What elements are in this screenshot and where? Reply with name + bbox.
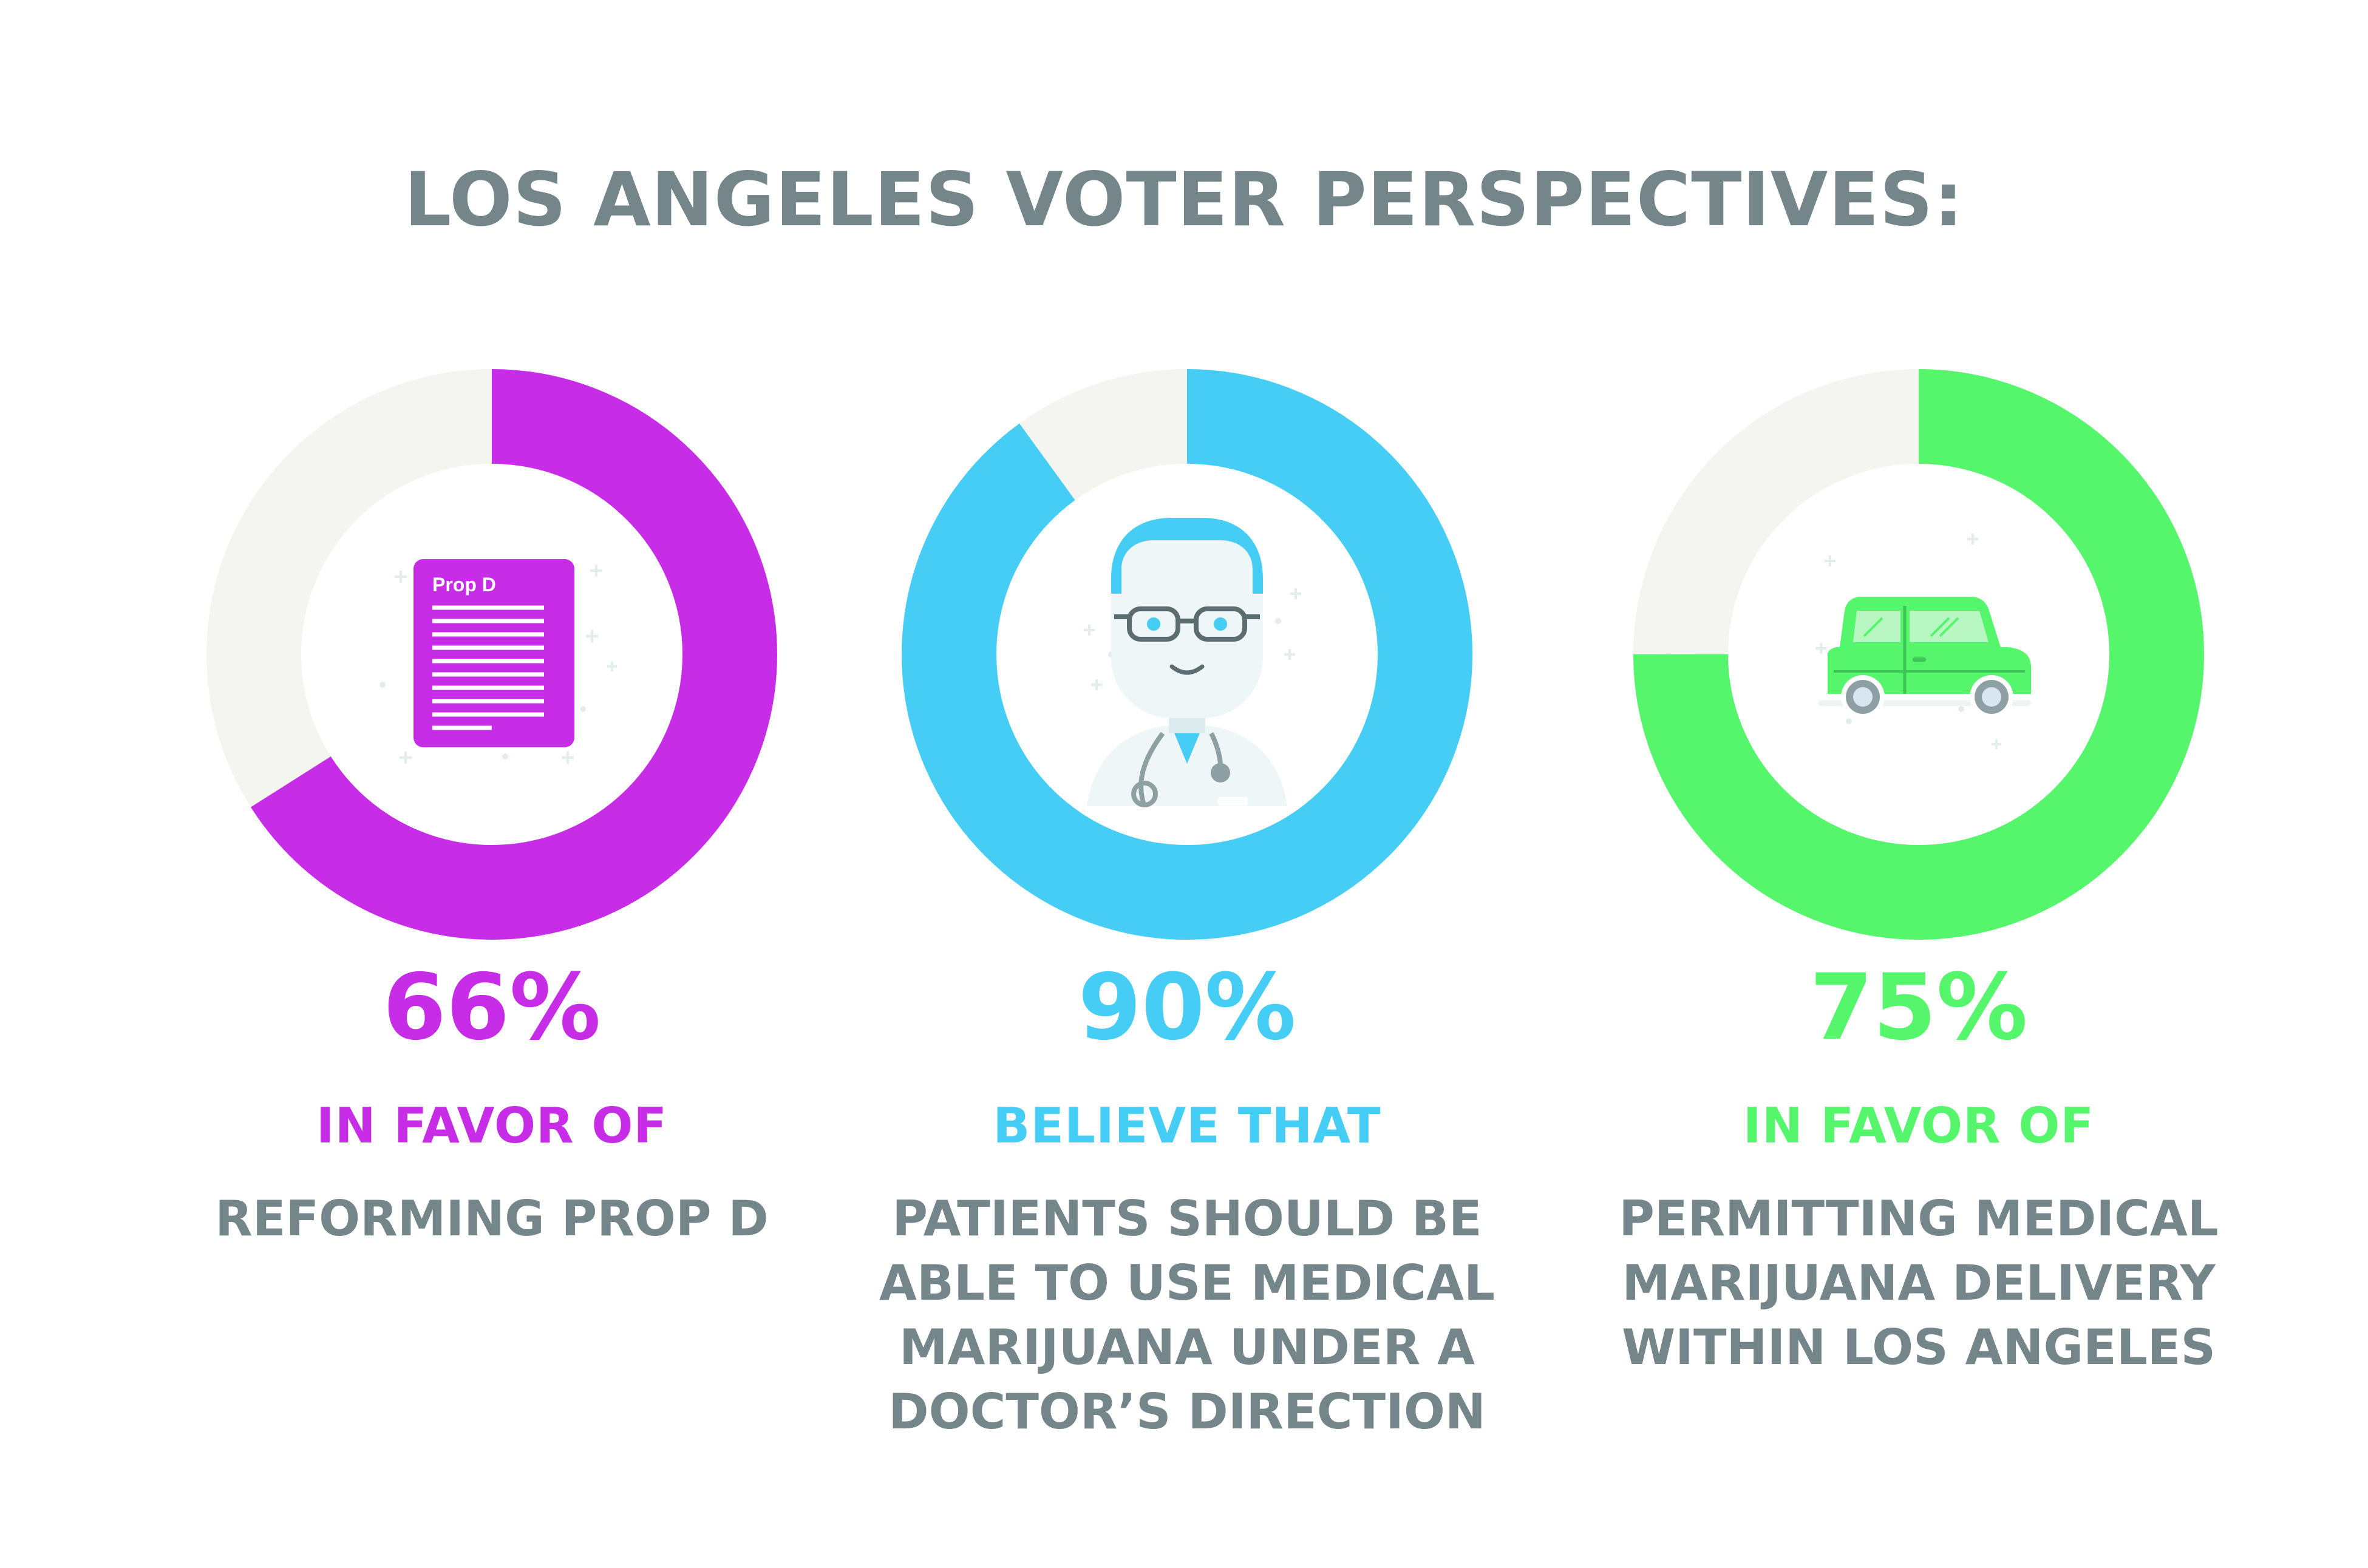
car-icon: [1815, 534, 2031, 749]
description-line: PATIENTS SHOULD BE: [892, 1190, 1482, 1247]
description-line: PERMITTING MEDICAL: [1619, 1190, 2219, 1247]
donut-chart: Prop D: [206, 369, 777, 940]
description: PERMITTING MEDICAL MARIJUANA DELIVERY WI…: [1585, 1187, 2253, 1380]
donut-chart: [902, 369, 1472, 940]
page-title: LOS ANGELES VOTER PERSPECTIVES:: [404, 157, 1964, 243]
description-line: MARIJUANA DELIVERY: [1622, 1255, 2216, 1311]
description-line: ABLE TO USE MEDICAL: [879, 1255, 1495, 1311]
description-line: WITHIN LOS ANGELES: [1621, 1319, 2216, 1376]
donut-value-arc: [206, 369, 777, 940]
lead-text: IN FAVOR OF: [1743, 1098, 2095, 1154]
description-line: MARIJUANA UNDER A: [899, 1319, 1475, 1376]
document-label: Prop D: [432, 574, 496, 596]
percentage-value: 66%: [383, 955, 601, 1061]
doctor-icon: [1084, 518, 1301, 807]
percentage-value: 75%: [1809, 955, 2028, 1061]
document-icon: Prop D: [379, 559, 617, 764]
lead-text: BELIEVE THAT: [993, 1098, 1381, 1154]
donut-value-arc: [1633, 369, 2204, 940]
description-line: REFORMING PROP D: [215, 1190, 769, 1247]
description-line: DOCTOR’S DIRECTION: [888, 1383, 1486, 1440]
description: PATIENTS SHOULD BE ABLE TO USE MEDICAL M…: [853, 1187, 1521, 1444]
lead-text: IN FAVOR OF: [316, 1098, 668, 1154]
percentage-value: 90%: [1078, 955, 1296, 1061]
donut-chart: [1633, 369, 2204, 940]
stat-panel-delivery: 75% IN FAVOR OF PERMITTING MEDICAL MARIJ…: [1619, 0, 2368, 1568]
donut-value-arc: [902, 369, 1472, 940]
stat-panel-prop-d: Prop D 66% IN FAVOR OF REFORMING PROP D: [206, 0, 996, 1568]
stat-panel-doctor: 90% BELIEVE THAT PATIENTS SHOULD BE ABLE…: [879, 0, 1691, 1568]
description: REFORMING PROP D: [158, 1187, 826, 1251]
